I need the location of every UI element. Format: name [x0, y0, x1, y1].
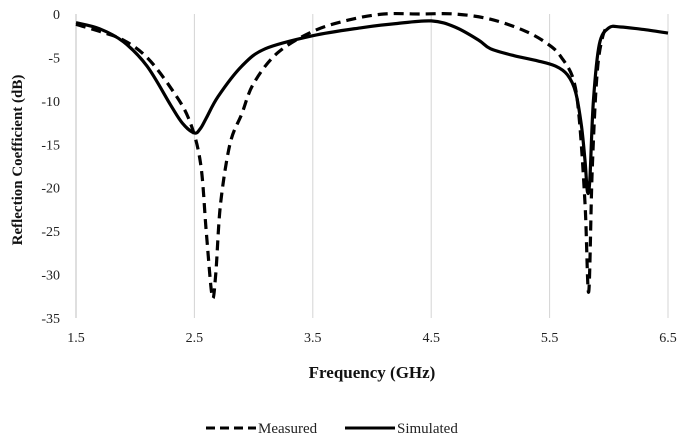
x-tick-label: 5.5: [541, 331, 559, 346]
series-line-measured: [75, 11, 611, 300]
x-tick-label: 4.5: [422, 331, 440, 346]
legend-label-measured: Measured: [258, 421, 318, 437]
vertical-gridlines: [75, 14, 669, 318]
tick-labels: 1.5 2.5 3.5 4.5 5.5 6.5 0 -5 -10 -15 -20 -25 -30 -35: [41, 8, 676, 346]
legend-label-simulated: Simulated: [397, 421, 458, 437]
x-axis-title: Frequency (GHz): [309, 363, 436, 382]
y-axis-title: Reflection Coefficient (dB): [10, 75, 26, 246]
y-tick-label: -30: [41, 269, 60, 284]
x-tick-label: 1.5: [67, 331, 85, 346]
x-tick-label: 2.5: [186, 331, 204, 346]
series-line-simulated: [75, 19, 669, 196]
y-tick-label: -35: [41, 312, 60, 327]
y-tick-label: -10: [41, 95, 60, 110]
x-tick-label: 6.5: [659, 331, 677, 346]
y-tick-label: -25: [41, 225, 60, 240]
series-lines: [75, 11, 669, 300]
y-tick-label: 0: [53, 8, 60, 23]
y-tick-label: -20: [41, 182, 60, 197]
legend: Measured Simulated: [206, 421, 458, 437]
x-tick-label: 3.5: [304, 331, 322, 346]
y-tick-label: -5: [48, 51, 60, 66]
y-tick-label: -15: [41, 138, 60, 153]
